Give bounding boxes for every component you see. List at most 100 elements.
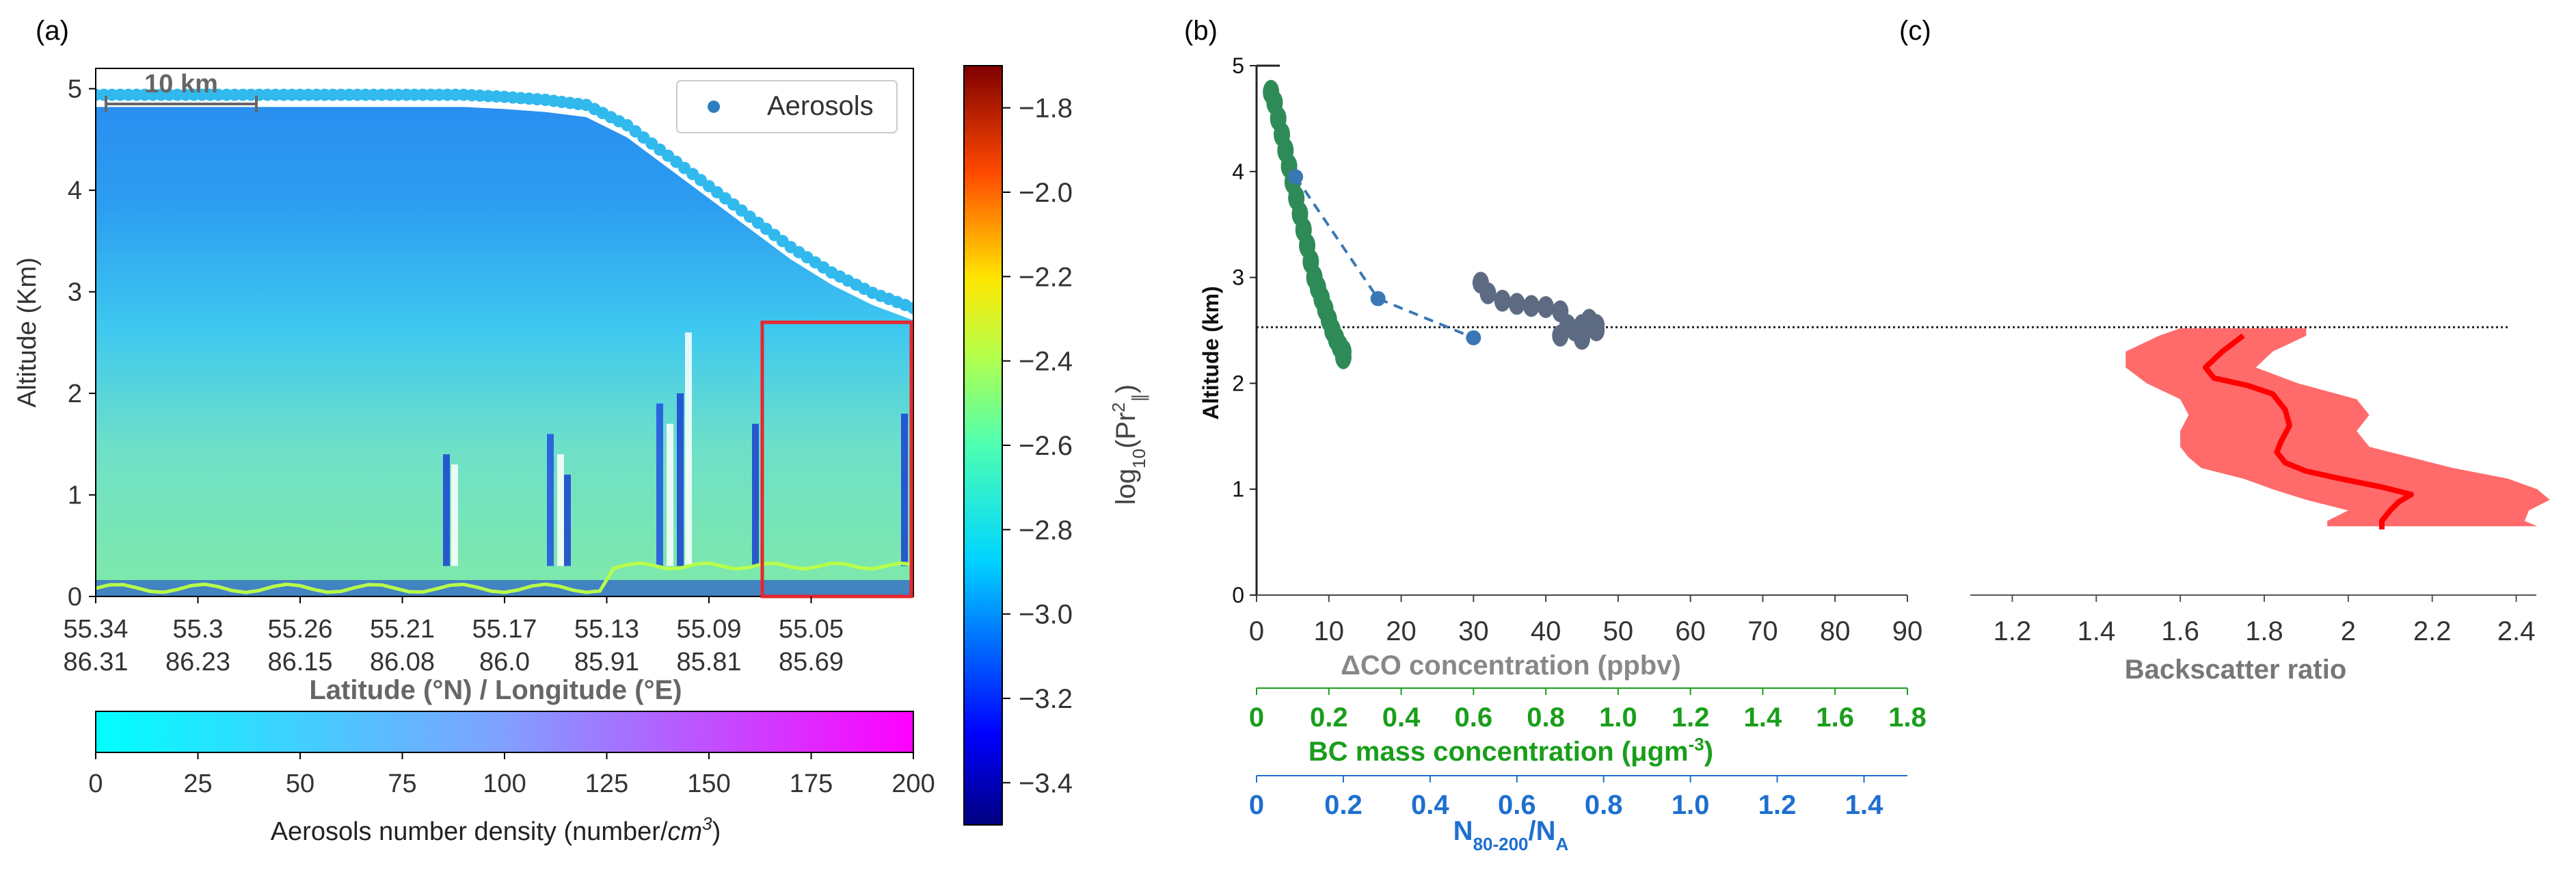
heatmap-streak [677,393,684,566]
scale-bar-label: 10 km [144,70,218,98]
xtick-longitude: 85.81 [676,648,741,676]
signal-colorbar-tick: −1.8 [1019,94,1073,124]
signal-colorbar-tick: −2.6 [1019,431,1073,461]
heatmap-streak [901,413,908,566]
co-axis-label: ΔCO concentration (ppbv) [1341,650,1681,681]
heatmap-streak [752,423,759,566]
xtick-label: 0 [1249,790,1264,820]
aerosol-colorbar-tick: 150 [687,770,730,798]
xtick-label: 90 [1892,616,1923,646]
bc-axis-label: BC mass concentration (μgm-3) [1309,734,1713,767]
xtick-longitude: 85.69 [779,648,844,676]
aerosol-colorbar-tick: 75 [388,770,416,798]
co-point [1494,289,1511,312]
ytick-label: 0 [68,583,82,612]
bc-point [1334,344,1352,369]
signal-colorbar [963,65,1003,826]
xtick-label: 0.6 [1455,702,1493,733]
ytick-label: 4 [1232,159,1244,184]
xtick-label: 0.2 [1310,702,1348,733]
ytick-label: 0 [1232,583,1244,607]
xtick-label: 60 [1675,616,1706,646]
xtick-label: 1.6 [2161,616,2199,646]
xtick-latitude: 55.26 [267,615,332,644]
xtick-longitude: 86.0 [479,648,530,676]
panel-b-ylabel: Altitude (km) [1198,286,1223,420]
xtick-label: 0.4 [1382,702,1421,733]
xtick-label: 1.2 [1994,616,2032,646]
aerosol-colorbar-tick: 50 [286,770,314,798]
signal-colorbar-tick: −2.2 [1019,262,1073,292]
signal-colorbar-tick: −3.0 [1019,600,1073,630]
n-ratio-axis-label: N80-200/NA [1453,816,1569,854]
xtick-label: 30 [1458,616,1489,646]
backscatter-ratio-line [2203,333,2414,529]
signal-colorbar-tick: −2.4 [1019,347,1073,377]
panel-label-a: (a) [36,16,69,46]
aerosol-colorbar-tick: 100 [483,770,526,798]
lidar-heatmap [96,68,913,596]
co-point [1508,293,1525,315]
signal-colorbar-tick: −2.8 [1019,515,1073,545]
xtick-label: 40 [1531,616,1561,646]
heatmap-streak [667,423,673,566]
panel-a-ylabel: Altitude (Km) [13,257,42,408]
heatmap-streak [451,464,458,566]
n-ratio-point [1466,330,1481,345]
scale-bar: 10 km [105,70,258,112]
xtick-latitude: 55.09 [676,615,741,644]
legend: Aerosols [676,80,898,133]
xtick-label: 1.0 [1672,790,1710,820]
xtick-label: 2.2 [2413,616,2452,646]
xtick-label: 1.6 [1816,702,1854,733]
aerosol-colorbar-tick: 0 [88,770,103,798]
co-point [1574,328,1590,350]
ytick-label: 1 [68,482,82,510]
series-line [1294,176,1475,339]
co-point [1552,324,1569,347]
xtick-label: 20 [1386,616,1417,646]
xtick-longitude: 86.15 [267,648,332,676]
xtick-longitude: 86.31 [63,648,128,676]
signal-colorbar-tick: −3.4 [1019,768,1073,798]
xtick-label: 10 [1314,616,1345,646]
ytick-label: 2 [68,380,82,408]
panel-c-xlabel: Backscatter ratio [2125,655,2347,685]
aerosol-colorbar-tick: 200 [891,770,935,798]
ytick-label: 5 [68,75,82,104]
xtick-latitude: 55.05 [779,615,844,644]
n-ratio-point [1370,291,1386,306]
xtick-label: 2.4 [2497,616,2536,646]
n-ratio-point [1288,169,1304,185]
panel-label-b: (b) [1184,16,1218,46]
heatmap-streak [557,454,564,566]
xtick-label: 1.8 [2245,616,2283,646]
xtick-label: 70 [1747,616,1778,646]
signal-colorbar-tick: −3.2 [1019,684,1073,714]
co-point [1522,295,1540,317]
legend-label-aerosols: Aerosols [767,91,874,121]
co-point [1479,282,1497,304]
aerosol-colorbar [95,711,914,753]
xtick-label: 50 [1603,616,1634,646]
ytick-label: 1 [1232,477,1244,501]
xtick-label: 1.8 [1888,702,1927,733]
backscatter-uncertainty-band [2125,328,2550,527]
xtick-label: 0 [1249,616,1264,646]
ytick-label: 3 [1232,265,1244,290]
aerosol-colorbar-tick: 175 [790,770,833,798]
heatmap-streak [443,454,450,566]
ytick-label: 2 [1232,371,1244,395]
xtick-label: 1.2 [1672,702,1710,733]
xtick-latitude: 55.3 [173,615,224,644]
heatmap-streak [656,403,663,566]
xtick-label: 80 [1820,616,1851,646]
ytick-label: 4 [68,176,82,205]
signal-colorbar-tick: −2.0 [1019,178,1073,208]
xtick-label: 0.8 [1527,702,1565,733]
xtick-latitude: 55.13 [574,615,639,644]
xtick-longitude: 86.08 [370,648,435,676]
xtick-latitude: 55.21 [370,615,435,644]
aerosol-colorbar-tick: 25 [183,770,212,798]
